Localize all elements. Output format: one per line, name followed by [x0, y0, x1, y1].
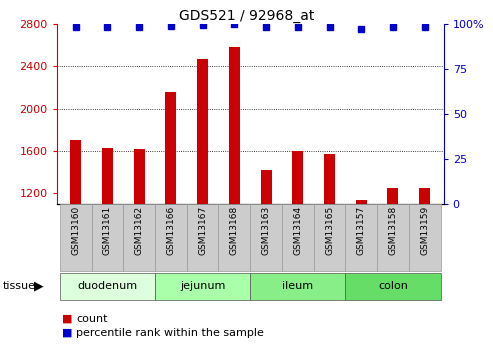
- Bar: [355, 200, 367, 319]
- Bar: [165, 92, 176, 319]
- Text: GSM13162: GSM13162: [135, 206, 143, 255]
- Bar: [314, 204, 346, 271]
- Bar: [92, 204, 123, 271]
- Text: GSM13166: GSM13166: [167, 206, 176, 255]
- Text: GSM13160: GSM13160: [71, 206, 80, 255]
- Bar: [250, 204, 282, 271]
- Bar: [260, 170, 272, 319]
- Bar: [346, 273, 441, 300]
- Bar: [218, 204, 250, 271]
- Bar: [292, 151, 303, 319]
- Text: colon: colon: [378, 282, 408, 291]
- Bar: [155, 273, 250, 300]
- Text: ileum: ileum: [282, 282, 314, 291]
- Text: GSM13167: GSM13167: [198, 206, 207, 255]
- Text: GSM13159: GSM13159: [420, 206, 429, 255]
- Bar: [346, 204, 377, 271]
- Bar: [155, 204, 187, 271]
- Bar: [123, 204, 155, 271]
- Bar: [324, 154, 335, 319]
- Bar: [134, 149, 145, 319]
- Text: GSM13165: GSM13165: [325, 206, 334, 255]
- Text: duodenum: duodenum: [77, 282, 138, 291]
- Text: GSM13158: GSM13158: [388, 206, 397, 255]
- Text: GSM13163: GSM13163: [262, 206, 271, 255]
- Bar: [229, 47, 240, 319]
- Text: ■: ■: [62, 328, 72, 338]
- Bar: [60, 273, 155, 300]
- Text: count: count: [76, 314, 108, 324]
- Bar: [282, 204, 314, 271]
- Bar: [187, 204, 218, 271]
- Bar: [70, 140, 81, 319]
- Bar: [250, 273, 346, 300]
- Text: GSM13157: GSM13157: [357, 206, 366, 255]
- Bar: [197, 59, 208, 319]
- Bar: [387, 188, 398, 319]
- Bar: [419, 188, 430, 319]
- Text: GSM13164: GSM13164: [293, 206, 302, 255]
- Text: ■: ■: [62, 314, 72, 324]
- Bar: [60, 204, 92, 271]
- Bar: [409, 204, 441, 271]
- Text: ▶: ▶: [34, 280, 43, 293]
- Text: GSM13168: GSM13168: [230, 206, 239, 255]
- Text: GDS521 / 92968_at: GDS521 / 92968_at: [179, 9, 314, 23]
- Bar: [102, 148, 113, 319]
- Bar: [377, 204, 409, 271]
- Text: GSM13161: GSM13161: [103, 206, 112, 255]
- Text: percentile rank within the sample: percentile rank within the sample: [76, 328, 264, 338]
- Text: tissue: tissue: [2, 282, 35, 291]
- Text: jejunum: jejunum: [180, 282, 225, 291]
